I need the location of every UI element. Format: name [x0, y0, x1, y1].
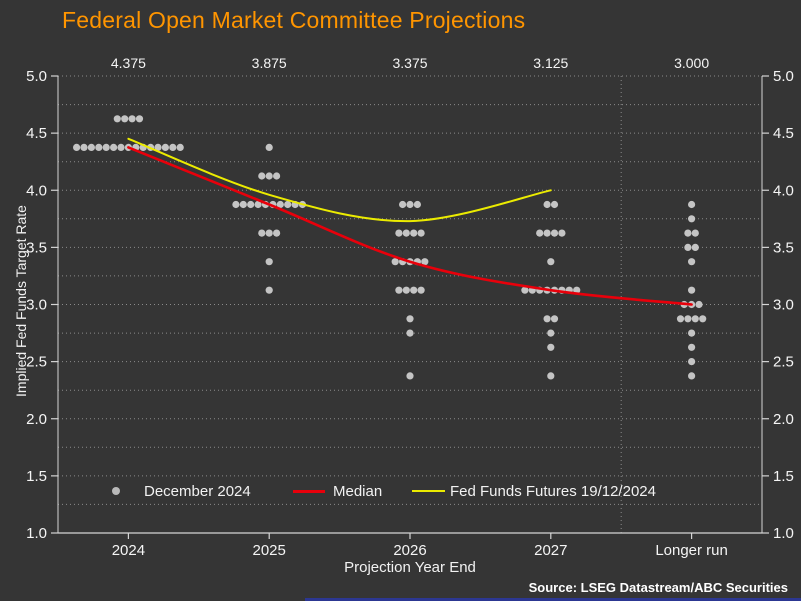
- datastream-brand-bar: [305, 598, 801, 601]
- median-value-label-2026: 3.375: [392, 55, 428, 71]
- gridlines: [58, 75, 762, 533]
- chart-title: Federal Open Market Committee Projection…: [62, 7, 526, 33]
- legend-label-median: Median: [333, 483, 383, 500]
- x-tick-2024: 2024: [111, 542, 146, 559]
- x-axis-title: Projection Year End: [344, 559, 476, 576]
- svg-text:2.0: 2.0: [26, 411, 47, 428]
- median-value-label-2024: 4.375: [110, 55, 146, 71]
- svg-text:3.0: 3.0: [773, 297, 794, 314]
- svg-text:2.5: 2.5: [26, 354, 47, 371]
- svg-text:4.5: 4.5: [773, 125, 794, 142]
- svg-text:1.5: 1.5: [773, 468, 794, 485]
- median-value-label-2025: 3.875: [251, 55, 287, 71]
- svg-text:4.5: 4.5: [26, 125, 47, 142]
- source-attribution: Source: LSEG Datastream/ABC Securities: [528, 580, 788, 595]
- x-tick-2025: 2025: [252, 542, 286, 559]
- svg-text:3.0: 3.0: [26, 297, 47, 314]
- svg-text:4.0: 4.0: [26, 182, 47, 199]
- median-value-label-2027: 3.125: [533, 55, 569, 71]
- median-line: [127, 146, 693, 306]
- median-value-label-longer-run: 3.000: [674, 55, 710, 71]
- x-tick-2026: 2026: [393, 542, 427, 559]
- x-tick-2027: 2027: [534, 542, 568, 559]
- legend-futures-line-marker: [412, 490, 445, 492]
- legend-label-fed-funds-futures: Fed Funds Futures 19/12/2024: [450, 483, 656, 500]
- svg-text:2.5: 2.5: [773, 354, 794, 371]
- svg-text:1.5: 1.5: [26, 468, 47, 485]
- svg-text:1.0: 1.0: [26, 525, 47, 542]
- legend-dot-marker: [112, 487, 120, 495]
- svg-text:1.0: 1.0: [773, 525, 794, 542]
- x-tick-longer-run: Longer run: [655, 542, 728, 559]
- legend-median-line-marker: [293, 490, 325, 493]
- svg-text:5.0: 5.0: [773, 68, 794, 85]
- axes: 5.0 5.0 4.5 4.5 4.0 4.0 3.5 3.5 3.0 3.0 2.5 2.5 2.0 2…: [26, 68, 794, 542]
- svg-text:5.0: 5.0: [26, 68, 47, 85]
- legend-label-december-2024: December 2024: [144, 483, 251, 500]
- svg-text:3.5: 3.5: [773, 239, 794, 256]
- svg-text:3.5: 3.5: [26, 239, 47, 256]
- svg-text:4.0: 4.0: [773, 182, 794, 199]
- svg-text:2.0: 2.0: [773, 411, 794, 428]
- futures-line: [127, 137, 552, 223]
